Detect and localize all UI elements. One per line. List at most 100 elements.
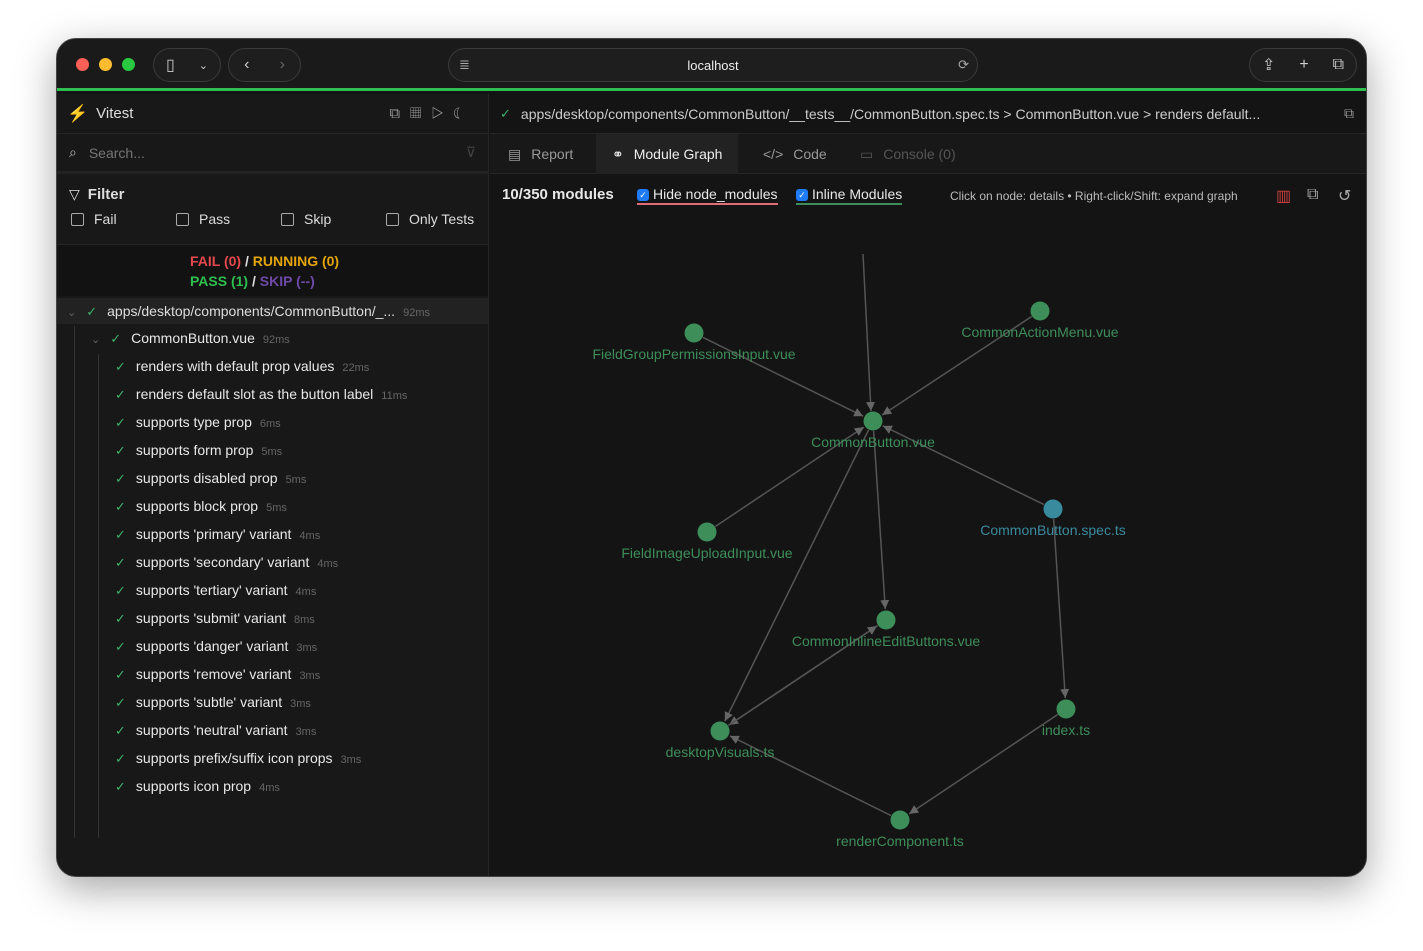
open-external-icon[interactable]: ⧉	[1344, 105, 1354, 121]
test-row[interactable]: ✓ supports block prop 5ms	[115, 498, 287, 514]
graph-hint: Click on node: details • Right-click/Shi…	[950, 189, 1238, 203]
legend-icon[interactable]: ▥	[1276, 188, 1292, 205]
pass-check-icon: ✓	[115, 415, 126, 430]
filter-skip[interactable]: Skip	[281, 211, 386, 227]
pass-check-icon: ✓	[115, 583, 126, 598]
test-row[interactable]: ✓ supports 'submit' variant 8ms	[115, 610, 315, 626]
filter-only-tests[interactable]: Only Tests	[386, 211, 474, 227]
graph-node[interactable]	[890, 810, 910, 830]
hide-node-modules-checkbox[interactable]: ✓ Hide node_modules	[637, 186, 778, 205]
new-tab-icon[interactable]: +	[1299, 56, 1309, 73]
page-icon: ≣	[459, 57, 470, 72]
graph-node-label[interactable]: CommonButton.spec.ts	[980, 522, 1126, 538]
test-row[interactable]: ✓ supports 'danger' variant 3ms	[115, 638, 318, 654]
test-row[interactable]: ✓ supports disabled prop 5ms	[115, 470, 307, 486]
graph-node[interactable]	[1056, 699, 1076, 719]
graph-node[interactable]	[697, 522, 717, 542]
filter-icon: ▽	[69, 186, 80, 202]
vitest-logo-icon: ⚡	[67, 103, 89, 123]
filter-fail[interactable]: Fail	[71, 211, 176, 227]
pass-check-icon: ✓	[115, 359, 126, 374]
test-row[interactable]: ✓ renders default slot as the button labe…	[115, 386, 408, 402]
test-row[interactable]: ✓ supports prefix/suffix icon props 3ms	[115, 750, 362, 766]
pass-check-icon: ✓	[115, 611, 126, 626]
sidebar-icon: ▯	[165, 57, 175, 74]
test-row[interactable]: ✓ supports 'secondary' variant 4ms	[115, 554, 339, 570]
pass-check-icon: ✓	[115, 555, 126, 570]
toolbar-actions: ⇪ + ⧉	[1249, 48, 1357, 82]
pass-check-icon: ✓	[115, 443, 126, 458]
test-row[interactable]: ✓ supports 'subtle' variant 3ms	[115, 694, 311, 710]
tabs-icon[interactable]: ⧉	[1332, 56, 1345, 73]
graph-node-label[interactable]: index.ts	[1042, 722, 1090, 738]
breadcrumb: ✓ apps/desktop/components/CommonButton/__…	[490, 94, 1366, 134]
module-graph[interactable]: FieldGroupPermissionsInput.vue CommonActi…	[490, 214, 1367, 877]
test-row[interactable]: ✓ supports 'tertiary' variant 4ms	[115, 582, 317, 598]
pass-check-icon: ✓	[115, 667, 126, 682]
graph-edge	[727, 625, 878, 727]
test-row[interactable]: ✓ supports 'remove' variant 3ms	[115, 666, 321, 682]
graph-edge	[702, 336, 864, 417]
filter-pass[interactable]: Pass	[176, 211, 281, 227]
graph-node-label[interactable]: CommonInlineEditButtons.vue	[792, 633, 981, 649]
module-count: 10/350 modules	[502, 186, 614, 203]
graph-node[interactable]	[1043, 499, 1063, 519]
test-row[interactable]: ✓ renders with default prop values 22ms	[115, 358, 370, 374]
reload-icon[interactable]: ⟳	[958, 57, 969, 72]
forward-button[interactable]: ›	[279, 56, 285, 73]
main-panel: ✓ apps/desktop/components/CommonButton/__…	[490, 94, 1366, 876]
graph-node[interactable]	[876, 610, 896, 630]
test-file-row[interactable]: ⌄ ✓ apps/desktop/components/CommonButton/_…	[57, 298, 488, 324]
graph-edge	[908, 713, 1059, 815]
sidebar-toggle-button[interactable]: ▯ ⌄	[153, 48, 221, 82]
run-icon[interactable]: ▷	[431, 105, 454, 122]
test-row[interactable]: ✓ supports icon prop 4ms	[115, 778, 280, 794]
coverage-icon[interactable]: ▦	[410, 105, 432, 122]
test-row[interactable]: ✓ supports type prop 6ms	[115, 414, 281, 430]
browser-window: ▯⌄ ‹› localhost≣⟳ ⇪+⧉ ⚡ Vitest ⧉▦▷☾ ⌕ ⊽ …	[56, 38, 1367, 877]
pass-check-icon: ✓	[115, 527, 126, 542]
test-row[interactable]: ✓ supports 'neutral' variant 3ms	[115, 722, 317, 738]
graph-edge	[872, 430, 890, 610]
reset-icon[interactable]: ↺	[1338, 188, 1352, 205]
test-row[interactable]: ✓ supports 'primary' variant 4ms	[115, 526, 321, 542]
tab-code[interactable]: </> Code	[763, 146, 827, 162]
graph-edge	[882, 425, 1045, 506]
share-icon[interactable]: ⇪	[1261, 57, 1276, 74]
tab-report[interactable]: ▤ Report	[508, 145, 574, 163]
inline-modules-checkbox[interactable]: ✓ Inline Modules	[796, 186, 903, 205]
graph-node-label[interactable]: CommonActionMenu.vue	[961, 324, 1118, 340]
graph-node-label[interactable]: CommonButton.vue	[811, 434, 935, 450]
test-row[interactable]: ✓ supports form prop 5ms	[115, 442, 283, 458]
app-name: Vitest	[96, 105, 134, 122]
graph-node-label[interactable]: FieldGroupPermissionsInput.vue	[592, 346, 795, 362]
close-button[interactable]	[76, 58, 89, 71]
url-text: localhost	[687, 57, 739, 73]
pass-check-icon: ✓	[115, 387, 126, 402]
graph-node-label[interactable]: desktopVisuals.ts	[666, 744, 775, 760]
suite-row[interactable]: ⌄ ✓ CommonButton.vue 92ms	[91, 330, 290, 346]
back-button[interactable]: ‹	[244, 56, 250, 73]
graph-node-label[interactable]: FieldImageUploadInput.vue	[621, 545, 792, 561]
graph-node[interactable]	[684, 323, 704, 343]
collapse-icon[interactable]: ⧉	[389, 105, 411, 122]
zoom-button[interactable]	[122, 58, 135, 71]
tab-console[interactable]: ▭ Console (0)	[860, 145, 956, 163]
pass-check-icon: ✓	[115, 779, 126, 794]
relayout-icon[interactable]: ⧉	[1307, 186, 1319, 203]
dark-mode-icon[interactable]: ☾	[453, 105, 474, 122]
graph-edge	[714, 426, 865, 528]
graph-node[interactable]	[710, 721, 730, 741]
minimize-button[interactable]	[99, 58, 112, 71]
graph-node[interactable]	[863, 411, 883, 431]
filter-label: Filter	[87, 186, 125, 203]
title-bar: ▯ ⌄ ‹ › localhost ≣ ⟳ ⇪ + ⧉	[57, 39, 1366, 91]
graph-node-label[interactable]: renderComponent.ts	[836, 833, 964, 849]
graph-edge	[881, 315, 1033, 416]
graph-node[interactable]	[1030, 301, 1050, 321]
clear-filter-icon[interactable]: ⊽	[465, 144, 476, 160]
search-input[interactable]	[88, 144, 429, 161]
tab-module-graph[interactable]: ⚭ Module Graph	[596, 134, 739, 174]
address-bar[interactable]: localhost ≣ ⟳	[448, 48, 978, 82]
tab-bar: ▤ Report ⚭ Module Graph </> Code ▭ Console (…	[490, 134, 1366, 174]
